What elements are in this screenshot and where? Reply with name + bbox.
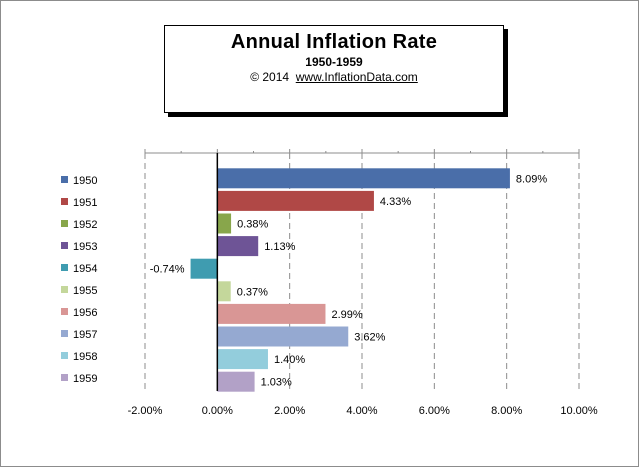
bar-1955 <box>217 281 231 302</box>
legend-swatch-1951 <box>61 198 68 205</box>
legend-swatch-1956 <box>61 308 68 315</box>
data-label-1953: 1.13% <box>264 241 295 253</box>
bar-1950 <box>217 168 510 189</box>
legend-label-1957: 1957 <box>73 329 97 341</box>
copyright-text: © 2014 <box>250 70 290 84</box>
x-tick-label: 10.00% <box>560 405 598 417</box>
legend-swatch-1959 <box>61 374 68 381</box>
legend-swatch-1954 <box>61 264 68 271</box>
x-tick-label: 6.00% <box>419 405 450 417</box>
bar-1953 <box>217 236 259 257</box>
data-label-1959: 1.03% <box>261 377 292 389</box>
legend-label-1958: 1958 <box>73 351 97 363</box>
bar-1958 <box>217 349 268 370</box>
legend-label-1953: 1953 <box>73 241 97 253</box>
legend-swatch-1952 <box>61 220 68 227</box>
legend-label-1951: 1951 <box>73 197 97 209</box>
x-tick-label: 2.00% <box>274 405 305 417</box>
legend-label-1956: 1956 <box>73 307 97 319</box>
data-label-1958: 1.40% <box>274 354 305 366</box>
legend-swatch-1955 <box>61 286 68 293</box>
data-label-1955: 0.37% <box>237 286 268 298</box>
bar-1954 <box>190 258 218 279</box>
legend-swatch-1953 <box>61 242 68 249</box>
legend-label-1959: 1959 <box>73 373 97 385</box>
legend-swatch-1958 <box>61 352 68 359</box>
x-tick-label: 0.00% <box>202 405 233 417</box>
legend-label-1952: 1952 <box>73 219 97 231</box>
data-label-1954: -0.74% <box>150 264 185 276</box>
chart-title-box: Annual Inflation Rate 1950-1959 © 2014 w… <box>164 25 504 113</box>
copyright-line: © 2014 www.InflationData.com <box>165 70 503 84</box>
chart-title: Annual Inflation Rate <box>230 31 438 53</box>
data-label-1957: 3.62% <box>354 332 385 344</box>
x-tick-label: -2.00% <box>128 405 163 417</box>
bar-1957 <box>217 326 349 347</box>
data-label-1956: 2.99% <box>331 309 362 321</box>
x-tick-label: 4.00% <box>346 405 377 417</box>
x-tick-label: 8.00% <box>491 405 522 417</box>
data-label-1950: 8.09% <box>516 173 547 185</box>
bar-1959 <box>217 371 255 392</box>
bar-1951 <box>217 190 374 211</box>
legend-label-1954: 1954 <box>73 263 97 275</box>
legend-swatch-1957 <box>61 330 68 337</box>
data-label-1952: 0.38% <box>237 219 268 231</box>
data-label-1951: 4.33% <box>380 196 411 208</box>
website-link[interactable]: www.InflationData.com <box>295 70 418 84</box>
bar-1956 <box>217 303 326 324</box>
legend-label-1955: 1955 <box>73 285 97 297</box>
legend-label-1950: 1950 <box>73 175 97 187</box>
legend-swatch-1950 <box>61 176 68 183</box>
bar-1952 <box>217 213 232 234</box>
chart-subtitle: 1950-1959 <box>305 55 363 69</box>
